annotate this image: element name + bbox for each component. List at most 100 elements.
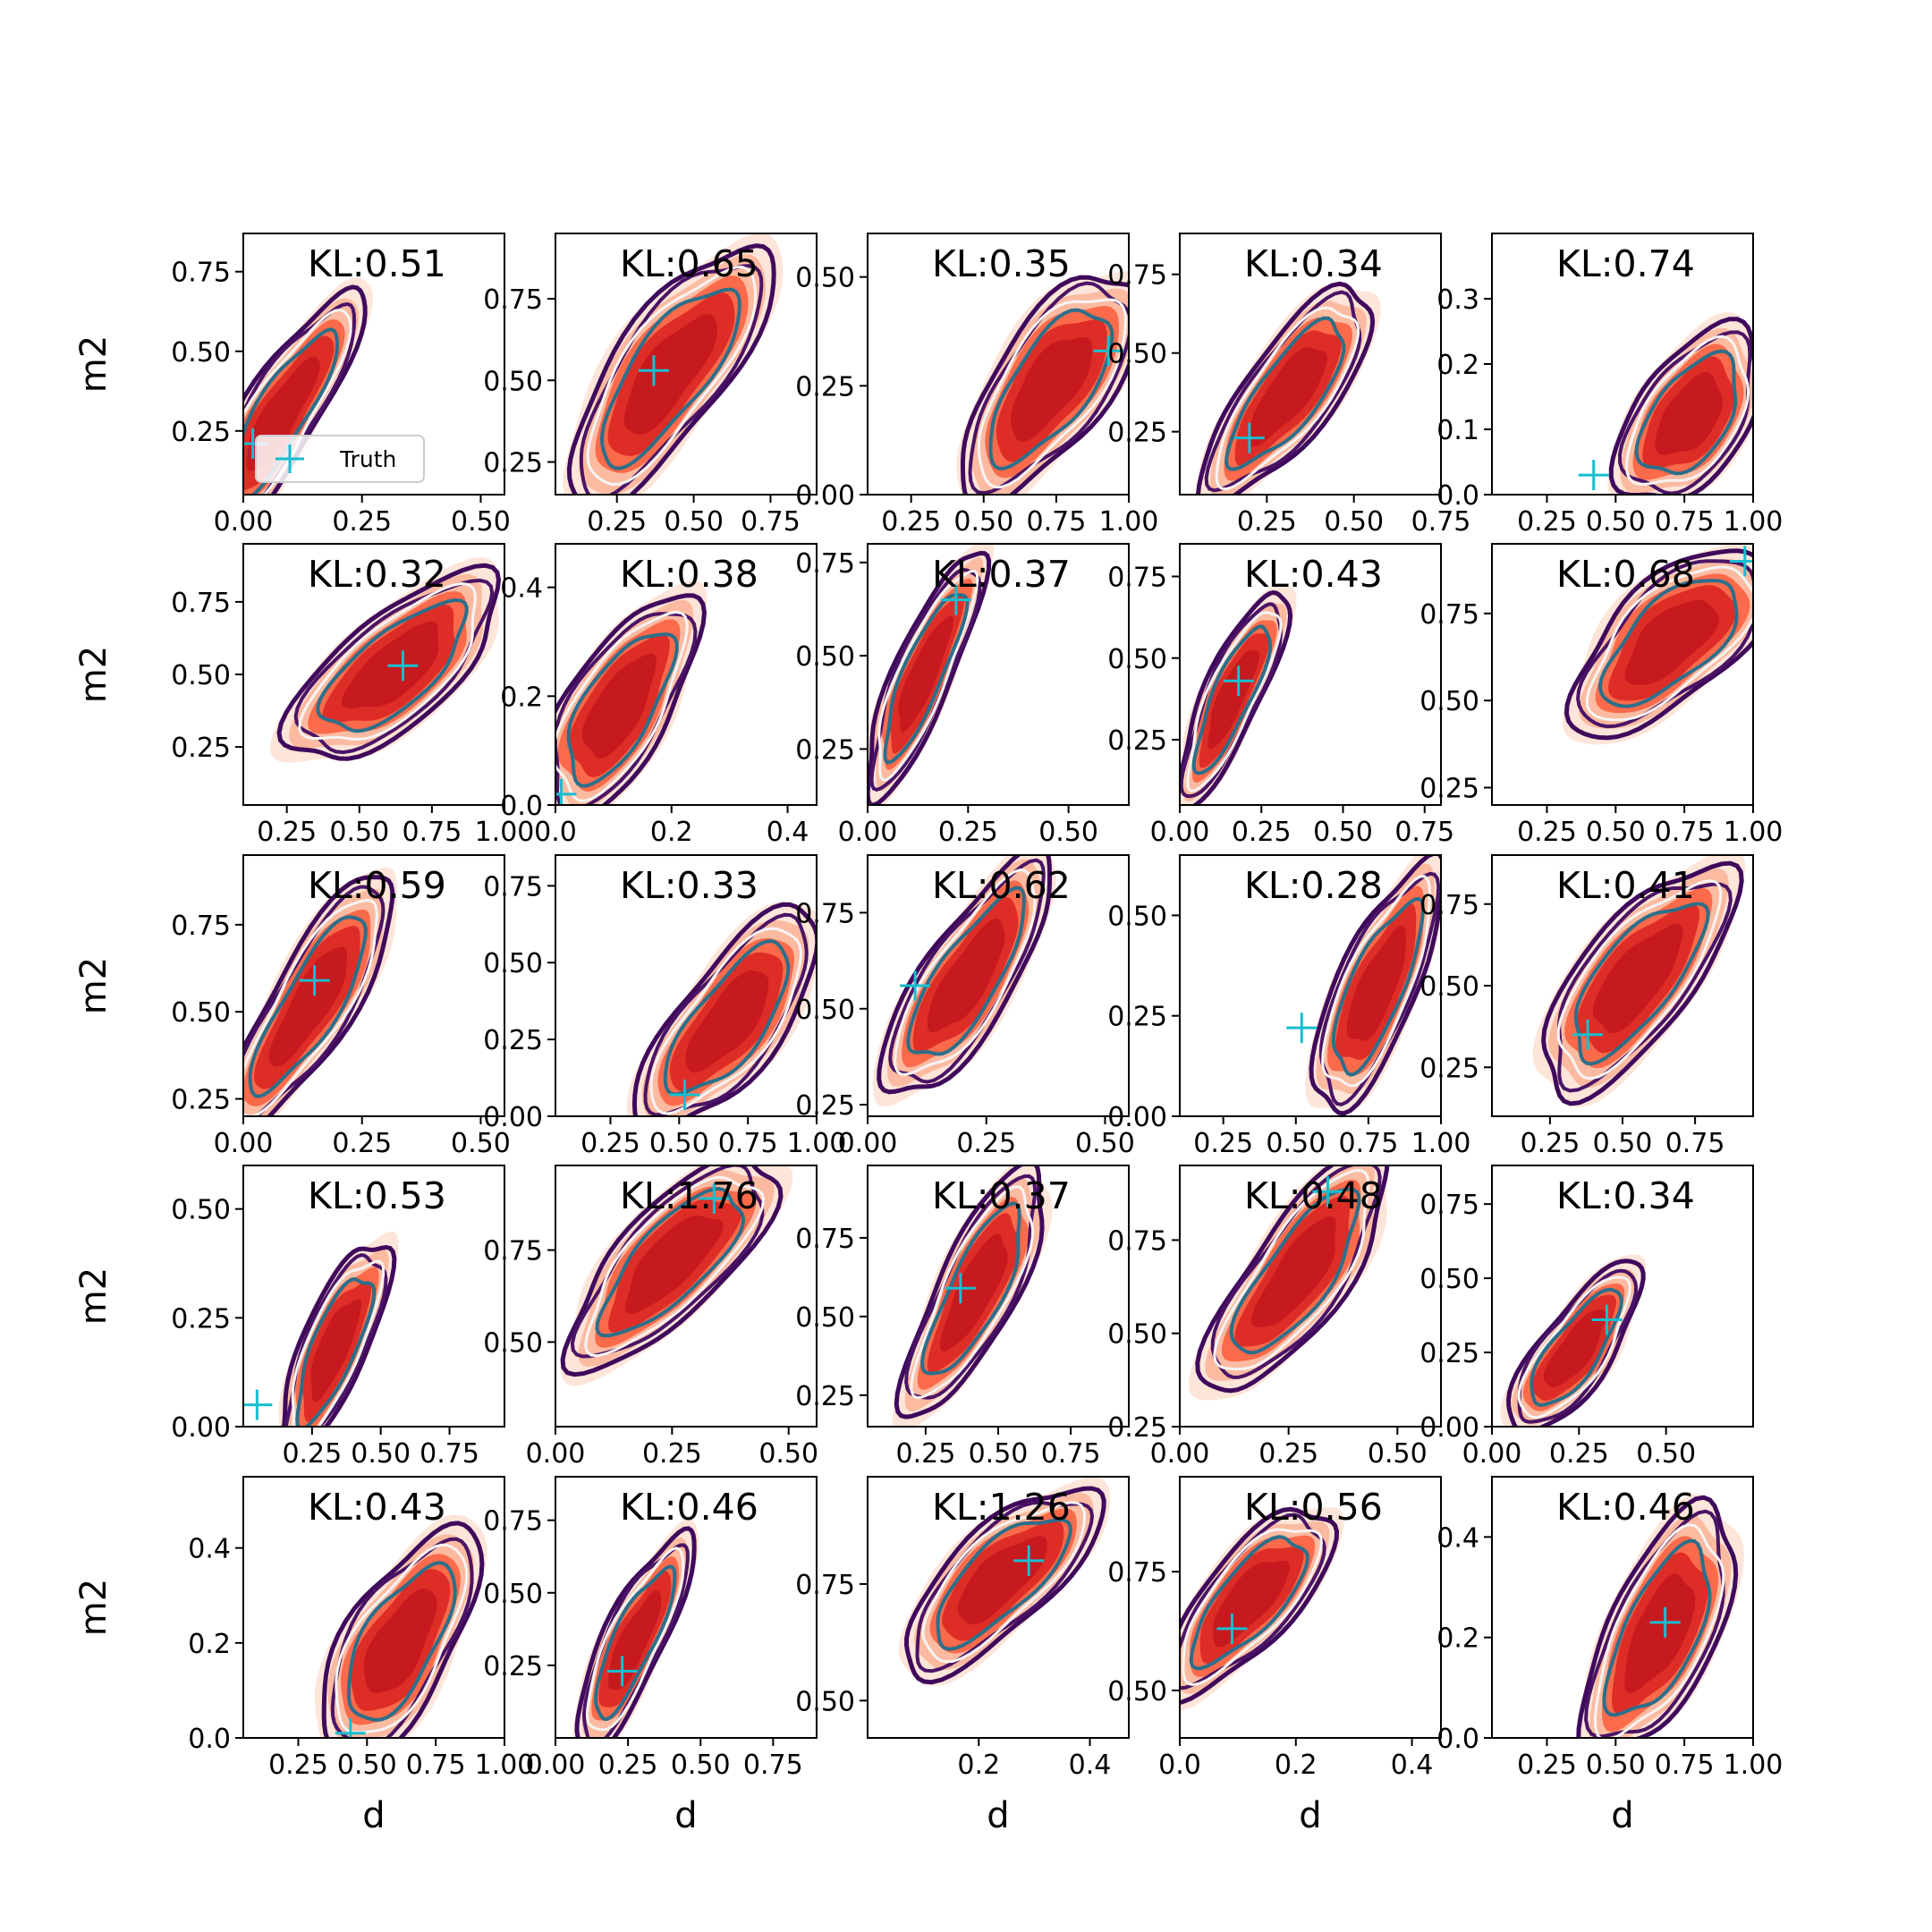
contour-line-outer [1608,317,1753,495]
contour-line-outer-2 [243,885,386,1116]
density-contours [1576,1493,1744,1738]
density-level-5 [957,1536,1047,1625]
kl-annotation: KL:0.32 [308,553,446,596]
contour-line-outer-2 [579,264,764,495]
y-tick-label: 0.75 [1107,563,1167,594]
y-tick-label: 0.3 [1436,284,1479,316]
contour-line-outer [868,550,992,805]
legend-label: Truth [339,446,396,472]
y-tick-label: 0.25 [795,1090,855,1122]
y-tick-label: 0.50 [1107,901,1167,932]
x-tick-label: 0.00 [1150,1438,1210,1470]
density-level-5 [1010,336,1093,443]
x-tick-label: 0.00 [838,1128,898,1159]
density-contours [1562,544,1753,745]
contour-line-light [1182,1528,1323,1687]
kl-annotation: KL:0.51 [308,242,446,285]
x-tick-label: 0.4 [1391,1750,1434,1781]
panel-5: KL:0.74 0.25 0.50 0.75 1.00 0.0 0.1 0.2 0.3 [1436,233,1783,538]
axes-frame [555,233,818,496]
kl-annotation: KL:0.46 [620,1486,758,1529]
density-contours [243,1231,399,1427]
density-level-5 [1250,1216,1336,1327]
x-tick-label: 0.50 [1313,817,1373,848]
y-tick-label: 0.25 [171,1085,231,1116]
y-tick-label: 0.50 [795,263,855,294]
x-tick-label: 0.50 [1586,1750,1646,1781]
x-tick-label: 0.50 [1593,1128,1653,1159]
contour-line-inner [906,886,1026,1056]
x-tick-label: 0.75 [743,1750,803,1781]
x-tick-label: 0.25 [1517,1750,1577,1781]
contour-line-outer-2 [1204,290,1362,493]
axes-frame [867,1476,1130,1739]
panel-18: KL:0.37 0.25 0.50 0.75 0.25 0.50 0.75 [795,1165,1130,1470]
x-tick-label: 0.75 [402,817,462,848]
contour-line-outer-2 [1584,1509,1725,1738]
y-tick-label: 0.00 [1419,1412,1479,1444]
panel-24: KL:0.56 0.0 0.2 0.4 0.50 0.75 d [1107,1476,1442,1836]
x-tick-label: 0.00 [526,1750,586,1781]
contour-line-outer [1541,860,1744,1106]
density-level-5 [1624,1573,1696,1693]
x-tick-label: 0.0 [534,817,577,848]
density-contours [1578,312,1753,495]
y-tick-label: 0.25 [1107,1002,1167,1033]
density-contours [555,580,708,805]
y-tick-label: 0.00 [795,480,855,512]
x-tick-label: 0.2 [650,817,693,848]
y-tick-label: 0.00 [1107,1102,1167,1133]
contour-line-inner [1224,316,1346,471]
panel-25: KL:0.46 0.25 0.50 0.75 1.00 0.0 0.2 0.4 d [1436,1476,1783,1836]
contour-line-outer [1309,855,1441,1116]
y-tick-label: 0.75 [171,258,231,289]
legend-box [255,435,425,483]
panel-6: KL:0.32 0.25 0.50 0.75 1.00 0.25 0.50 0.75 m2 [73,543,534,848]
kl-annotation: KL:0.62 [932,864,1071,907]
y-tick-label: 0.25 [483,1651,543,1682]
axes-frame [555,1476,818,1739]
x-tick-label: 0.75 [406,1750,466,1781]
y-tick-label: 0.50 [795,1302,855,1334]
density-contours [572,1518,699,1738]
contour-line-outer [1563,548,1753,741]
x-tick-label: 0.50 [451,506,511,538]
contour-line-light [243,898,378,1116]
y-tick-label: 0.0 [188,1724,231,1755]
y-tick-label: 0.75 [795,1570,855,1601]
contour-line-outer [1505,1258,1646,1427]
kl-annotation: KL:0.46 [1556,1486,1695,1529]
y-tick-label: 0.75 [1107,260,1167,292]
contour-line-inner [1597,579,1739,708]
x-tick-label: 1.00 [1411,1128,1471,1159]
contour-line-inner [663,938,791,1097]
contour-line-outer [281,1244,397,1427]
y-tick-label: 0.25 [1419,1053,1479,1084]
axes-frame [1179,233,1442,496]
kl-annotation: KL:0.68 [1556,553,1695,596]
y-tick-label: 0.1 [1436,415,1479,446]
panel-17: KL:1.76 0.00 0.25 0.50 0.50 0.75 [483,1165,818,1470]
x-tick-label: 0.25 [642,1438,702,1470]
y-tick-label: 0.50 [1419,686,1479,717]
y-tick-label: 0.25 [483,1025,543,1056]
contour-line-outer [960,275,1129,495]
contour-line-light [585,1546,685,1732]
x-axis-label: d [1299,1795,1321,1836]
panel-9: KL:0.43 0.00 0.25 0.50 0.75 0.25 0.50 0.75 [1107,543,1454,848]
x-tick-label: 0.25 [881,506,941,538]
axes-frame [867,854,1130,1117]
contour-line-outer-2 [1180,1513,1326,1690]
x-tick-label: 0.50 [1038,817,1098,848]
y-tick-label: 0.50 [1107,1319,1167,1351]
x-tick-label: 0.50 [451,1128,511,1159]
contour-line-light [894,868,1037,1076]
x-tick-label: 0.25 [587,506,647,538]
contour-line-light [921,1501,1087,1664]
contour-line-outer-2 [1318,871,1441,1106]
x-tick-label: 0.50 [351,1438,411,1470]
x-tick-label: 0.0 [1158,1750,1201,1781]
density-level-5 [1208,650,1259,750]
density-level-5 [685,970,769,1073]
density-contours [269,556,502,763]
